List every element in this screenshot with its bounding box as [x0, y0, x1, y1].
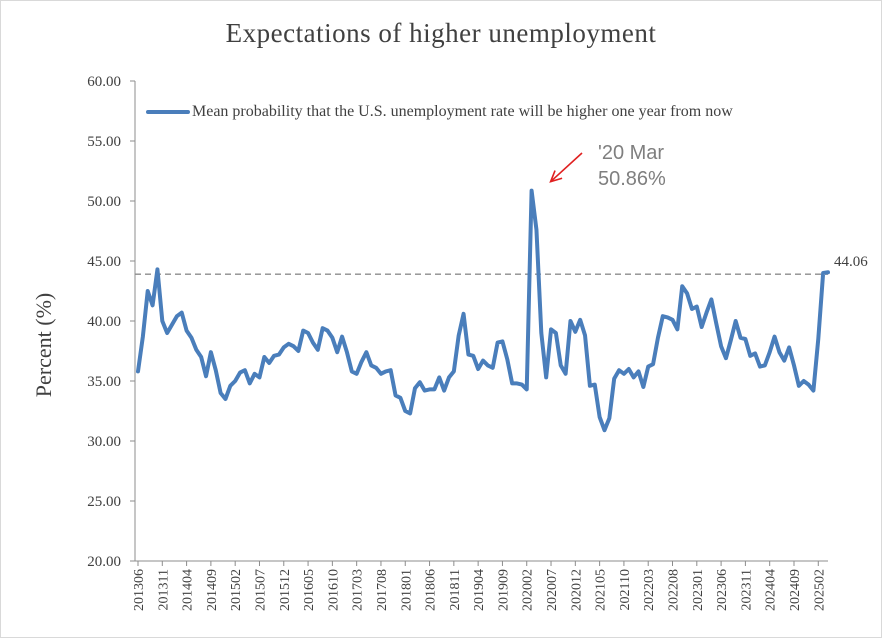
x-tick-label: 201311 [156, 569, 171, 610]
x-tick-label: 201605 [302, 569, 317, 611]
peak-annotation-date: '20 Mar [598, 142, 665, 164]
x-tick-label: 201801 [399, 569, 414, 611]
legend-entry: Mean probability that the U.S. unemploym… [192, 103, 733, 120]
y-tick-label: 45.00 [87, 254, 121, 270]
y-tick-label: 55.00 [87, 134, 121, 150]
x-tick-label: 201904 [472, 569, 487, 611]
annotation-arrow-shaft [550, 152, 583, 183]
x-tick-label: 202007 [545, 569, 560, 611]
x-tick-label: 202301 [691, 569, 706, 611]
x-tick-label: 202208 [667, 569, 682, 611]
x-tick-label: 202306 [715, 569, 730, 611]
y-tick-label: 50.00 [87, 194, 121, 210]
series-line [136, 188, 830, 433]
chart-title: Expectations of higher unemployment [225, 18, 657, 48]
annotation-arrow-head [549, 170, 563, 183]
y-tick-label: 20.00 [87, 554, 121, 570]
y-tick-label: 40.00 [87, 314, 121, 330]
x-tick-label: 201909 [496, 569, 511, 611]
x-tick-label: 201502 [229, 569, 244, 611]
x-tick-label: 201610 [326, 569, 341, 611]
x-tick-label: 202311 [739, 569, 754, 610]
x-tick-label: 201703 [351, 569, 366, 611]
peak-annotation: '20 Mar 50.86% [598, 140, 666, 192]
last-value-label: 44.06 [834, 254, 868, 270]
x-tick-label: 202502 [812, 569, 827, 611]
x-tick-label: 202105 [594, 569, 609, 611]
peak-annotation-value: 50.86% [598, 168, 666, 190]
x-tick-label: 201507 [253, 569, 268, 611]
x-tick-label: 201708 [375, 569, 390, 611]
x-tick-label: 201806 [424, 569, 439, 611]
x-tick-label: 202110 [618, 569, 633, 610]
x-tick-label: 202404 [764, 569, 779, 611]
x-tick-label: 202002 [521, 569, 536, 611]
x-tick-label: 202409 [788, 569, 803, 611]
y-tick-label: 30.00 [87, 434, 121, 450]
x-tick-label: 201512 [278, 569, 293, 611]
x-tick-label: 201409 [205, 569, 220, 611]
annotation-arrow-group [549, 152, 583, 183]
legend-swatch [146, 110, 190, 114]
x-tick-label: 201404 [181, 569, 196, 611]
x-tick-label: 202012 [569, 569, 584, 611]
axes [134, 81, 828, 562]
y-tick-label: 25.00 [87, 494, 121, 510]
x-tick-label: 201306 [132, 569, 147, 611]
legend: Mean probability that the U.S. unemploym… [146, 103, 733, 121]
x-tick-labels: 201306 201311 201404 201409 201502 201507 2015… [132, 561, 827, 611]
y-tick-label: 35.00 [87, 374, 121, 390]
x-tick-label: 201811 [448, 569, 463, 610]
y-tick-label: 60.00 [87, 74, 121, 90]
y-tick-labels: 20.00 25.00 30.00 35.00 40.00 45.00 50.00 55.00… [87, 74, 135, 570]
x-tick-label: 202203 [642, 569, 657, 611]
series-group [136, 188, 830, 433]
